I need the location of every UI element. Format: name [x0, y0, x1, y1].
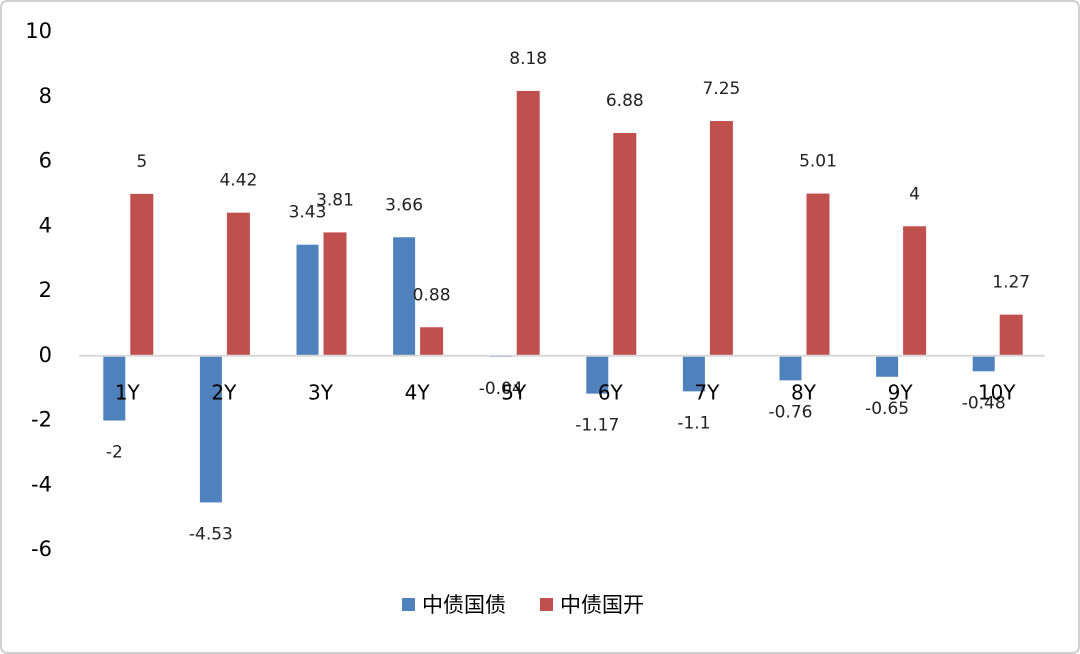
x-tick-label: 10Y — [978, 380, 1016, 404]
y-tick-label: 4 — [39, 213, 52, 237]
x-tick-label: 8Y — [791, 380, 817, 404]
value-label: 7.25 — [702, 79, 740, 99]
x-tick-label: 9Y — [888, 380, 914, 404]
value-label: -0.76 — [769, 402, 813, 422]
bar — [876, 355, 899, 377]
x-tick-label: 3Y — [308, 380, 334, 404]
bar — [903, 226, 927, 356]
value-label: 8.18 — [509, 49, 547, 69]
value-label: -1.17 — [575, 416, 619, 436]
x-tick-label: 6Y — [598, 380, 624, 404]
legend-swatch — [540, 598, 553, 611]
value-label: -0.04 — [479, 379, 523, 399]
value-label: 5 — [136, 152, 147, 172]
x-tick-label: 1Y — [115, 380, 141, 404]
y-tick-label: -6 — [31, 537, 52, 561]
value-label: 3.43 — [289, 203, 327, 223]
bar — [323, 232, 347, 356]
x-tick-label: 2Y — [211, 380, 237, 404]
value-label: 6.88 — [606, 91, 644, 111]
bar — [130, 193, 154, 356]
bar — [103, 355, 126, 421]
x-tick-label: 7Y — [694, 380, 720, 404]
bar — [779, 355, 802, 381]
y-tick-label: 10 — [25, 19, 52, 43]
value-label: 5.01 — [799, 152, 837, 172]
value-label: -0.65 — [865, 399, 909, 419]
bar — [709, 121, 733, 356]
y-tick-label: 0 — [39, 343, 52, 367]
legend-label: 中债国开 — [560, 593, 644, 617]
y-tick-label: 6 — [39, 149, 52, 173]
value-label: -4.53 — [189, 524, 233, 544]
bar — [999, 314, 1023, 356]
value-label: 3.81 — [316, 190, 354, 210]
bar — [226, 212, 250, 356]
bar — [613, 133, 637, 356]
value-label: -0.48 — [962, 393, 1006, 413]
bar — [420, 327, 444, 356]
y-tick-label: -4 — [31, 472, 52, 496]
value-label: 0.88 — [413, 285, 451, 305]
x-tick-label: 4Y — [405, 380, 431, 404]
bar — [806, 193, 830, 356]
value-label: 1.27 — [992, 273, 1030, 293]
y-tick-label: -2 — [31, 408, 52, 432]
value-label: -2 — [106, 443, 123, 463]
bar — [199, 355, 222, 503]
legend-swatch — [402, 598, 415, 611]
bar — [586, 355, 609, 394]
x-tick-label: 5Y — [501, 380, 527, 404]
bar — [296, 244, 319, 356]
y-tick-label: 2 — [39, 278, 52, 302]
bar — [393, 237, 416, 356]
value-label: 4 — [909, 184, 920, 204]
y-tick-label: 8 — [39, 84, 52, 108]
bar — [682, 355, 705, 392]
bar — [516, 90, 540, 356]
value-label: -1.1 — [677, 413, 710, 433]
legend-label: 中债国债 — [422, 593, 506, 617]
value-label: 4.42 — [219, 171, 257, 191]
value-label: 3.66 — [385, 195, 423, 215]
bar — [972, 355, 995, 372]
